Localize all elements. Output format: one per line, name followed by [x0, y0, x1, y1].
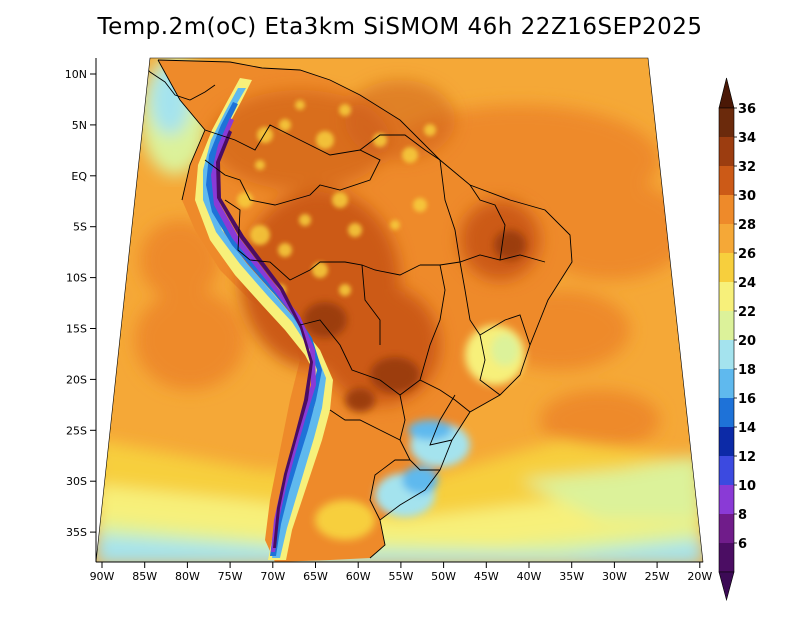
colorbar-swatch	[719, 282, 734, 311]
lon-tick-label: 60W	[346, 570, 371, 583]
colorbar-swatch	[719, 340, 734, 369]
colorbar-legend: 36 34 32 30 28 26 24 22 20 18 16 14 12 10 8 6	[718, 77, 756, 602]
lon-tick-label: 65W	[303, 570, 328, 583]
lon-tick-label: 50W	[431, 570, 456, 583]
lat-tick-label: 10N	[65, 68, 87, 81]
colorbar-swatch	[719, 137, 734, 166]
lat-tick-label: 20S	[66, 373, 87, 386]
lat-tick-label: 35S	[66, 526, 87, 539]
colorbar-label: 32	[738, 160, 756, 175]
colorbar-swatch	[719, 456, 734, 485]
lon-tick-label: 35W	[559, 570, 584, 583]
colorbar-label: 28	[738, 218, 756, 233]
colorbar-label: 12	[738, 450, 756, 465]
south-america-land	[158, 60, 572, 562]
lon-tick-label: 85W	[132, 570, 157, 583]
colorbar-label: 18	[738, 363, 756, 378]
lon-tick-label: 70W	[260, 570, 285, 583]
lon-tick-label: 75W	[218, 570, 243, 583]
temperature-field	[96, 58, 703, 562]
lon-tick-label: 25W	[645, 570, 670, 583]
map-axes: 10N 5N EQ 5S 10S 15S 20S 25S 30S 35S 90W 85W 80W 75W…	[65, 58, 712, 583]
colorbar-label: 10	[738, 479, 756, 494]
colorbar-swatch	[719, 369, 734, 398]
colorbar-label: 30	[738, 189, 756, 204]
lon-tick-label: 30W	[602, 570, 627, 583]
lon-tick-label: 90W	[90, 570, 115, 583]
lat-tick-label: EQ	[71, 170, 87, 183]
colorbar-label: 36	[738, 102, 756, 117]
andes-ridge	[195, 78, 333, 560]
lon-tick-label: 55W	[388, 570, 413, 583]
colorbar-label: 26	[738, 247, 756, 262]
lon-tick-label: 20W	[687, 570, 712, 583]
colorbar-swatch	[719, 543, 734, 572]
colorbar-label: 16	[738, 392, 756, 407]
longitude-ticks: 90W 85W 80W 75W 70W 65W 60W 55W 50W 45W 40W 35W 30W 2…	[90, 562, 712, 583]
colorbar-label: 20	[738, 334, 756, 349]
lat-tick-label: 10S	[66, 272, 87, 285]
lat-tick-label: 5N	[72, 119, 87, 132]
colorbar-swatch	[719, 427, 734, 456]
colorbar-label: 8	[738, 508, 747, 523]
map-title: Temp.2m(oC) Eta3km SiSMOM 46h 22Z16SEP20…	[97, 14, 703, 40]
lat-tick-label: 15S	[66, 323, 87, 336]
lat-tick-label: 30S	[66, 475, 87, 488]
colorbar-swatch	[719, 108, 734, 137]
colorbar-swatch	[719, 253, 734, 282]
colorbar-swatch	[719, 485, 734, 514]
colorbar-label: 6	[738, 537, 747, 552]
colorbar-swatch	[719, 398, 734, 427]
colorbar-label: 14	[738, 421, 756, 436]
latitude-ticks: 10N 5N EQ 5S 10S 15S 20S 25S 30S 35S	[65, 68, 96, 539]
lat-tick-label: 25S	[66, 424, 87, 437]
colorbar-swatch	[719, 224, 734, 253]
colorbar-label: 22	[738, 305, 756, 320]
lon-tick-label: 80W	[175, 570, 200, 583]
colorbar-swatch	[719, 166, 734, 195]
lon-tick-label: 40W	[517, 570, 542, 583]
colorbar-top-arrow	[718, 77, 735, 109]
colorbar-swatch	[719, 195, 734, 224]
lat-tick-label: 5S	[73, 221, 87, 234]
colorbar-label: 34	[738, 131, 756, 146]
country-borders	[157, 59, 573, 559]
lon-tick-label: 45W	[474, 570, 499, 583]
colorbar-swatch	[719, 514, 734, 543]
colorbar-bottom-arrow	[718, 571, 735, 602]
colorbar-swatch	[719, 311, 734, 340]
colorbar-label: 24	[738, 276, 756, 291]
